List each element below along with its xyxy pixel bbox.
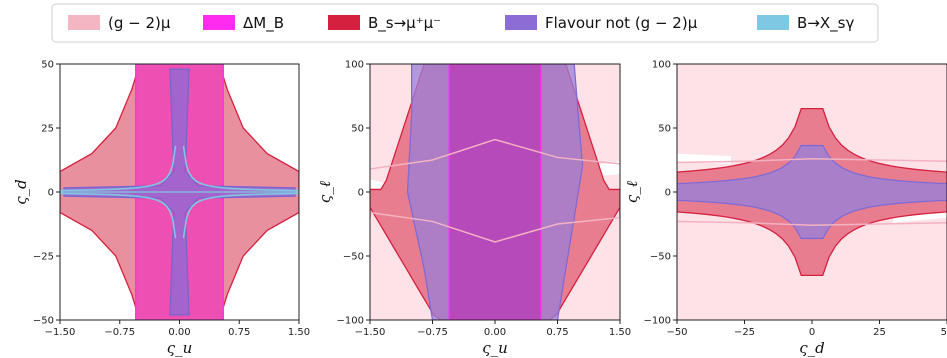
y-tick-label: 0 bbox=[48, 188, 54, 199]
y-tick-label: −50 bbox=[33, 316, 54, 327]
legend-dmb-swatch bbox=[203, 15, 235, 30]
x-tick-label: −0.75 bbox=[417, 327, 448, 338]
flavour-region bbox=[677, 144, 947, 240]
y-tick-label: −25 bbox=[33, 252, 54, 263]
bxs-curve bbox=[182, 145, 299, 192]
legend-bxs-swatch bbox=[757, 15, 789, 30]
y-tick-label: 100 bbox=[345, 60, 364, 71]
y-axis-label: ς_d bbox=[12, 179, 30, 205]
legend-g2-swatch bbox=[68, 15, 100, 30]
x-axis-label: ς_u bbox=[482, 339, 508, 357]
x-tick-label: −25 bbox=[734, 327, 755, 338]
dmb-band bbox=[448, 64, 542, 320]
y-tick-label: −50 bbox=[343, 252, 364, 263]
x-axis-label: ς_u bbox=[167, 339, 193, 357]
bxs-curve bbox=[60, 145, 177, 192]
legend-dmb-label: ΔM_B bbox=[243, 14, 284, 33]
legend-bs-label: B_s→μ⁺μ⁻ bbox=[368, 14, 441, 33]
y-tick-label: 25 bbox=[41, 124, 54, 135]
x-tick-label: 0 bbox=[809, 327, 815, 338]
y-tick-label: −100 bbox=[337, 316, 364, 327]
legend: (g − 2)μ ΔM_B B_s→μ⁺μ⁻ Flavour not (g − 2)μ… bbox=[51, 3, 879, 43]
y-axis-label: ς_ℓ bbox=[316, 181, 334, 203]
bxs-curve bbox=[60, 192, 177, 239]
x-tick-label: −1.50 bbox=[355, 327, 386, 338]
x-tick-label: 1.50 bbox=[609, 327, 631, 338]
y-tick-label: −100 bbox=[644, 316, 671, 327]
legend-bxs-label: B→X_sγ bbox=[797, 14, 854, 33]
x-tick-label: 0.00 bbox=[484, 327, 506, 338]
legend-flav-swatch bbox=[505, 15, 537, 30]
x-tick-label: 0.75 bbox=[228, 327, 250, 338]
y-tick-label: 50 bbox=[351, 124, 364, 135]
x-tick-label: −0.75 bbox=[104, 327, 135, 338]
g2-curve bbox=[370, 138, 620, 170]
y-axis-label: ς_ℓ bbox=[623, 181, 641, 203]
legend-g2-label: (g − 2)μ bbox=[108, 14, 171, 32]
y-tick-label: 50 bbox=[41, 60, 54, 71]
x-axis-label: ς_d bbox=[799, 339, 825, 357]
y-tick-label: 0 bbox=[665, 188, 671, 199]
legend-frame bbox=[51, 3, 879, 43]
x-tick-label: 50 bbox=[941, 327, 947, 338]
g2-curve bbox=[677, 157, 947, 164]
x-tick-label: 1.50 bbox=[288, 327, 310, 338]
x-tick-label: 0.00 bbox=[168, 327, 190, 338]
legend-flav-label: Flavour not (g − 2)μ bbox=[545, 14, 698, 32]
y-tick-label: 50 bbox=[658, 124, 671, 135]
x-tick-label: 25 bbox=[873, 327, 886, 338]
legend-bs-swatch bbox=[328, 15, 360, 30]
y-tick-label: −50 bbox=[650, 252, 671, 263]
panel-zu-zd: −1.50 −0.75 0.00 0.75 1.50 −50 −25 0 25 50 ς_u ς_d bbox=[12, 60, 310, 358]
g2-curve bbox=[677, 220, 947, 227]
panel-zu-zl: −1.50 −0.75 0.00 0.75 1.50 −100 −50 0 50 100 ς_u ς_… bbox=[316, 60, 631, 358]
y-tick-label: 100 bbox=[652, 60, 671, 71]
x-tick-label: −1.50 bbox=[45, 327, 76, 338]
y-tick-label: 0 bbox=[358, 188, 364, 199]
x-tick-label: 0.75 bbox=[546, 327, 568, 338]
g2-curve bbox=[370, 211, 620, 243]
x-tick-label: −50 bbox=[666, 327, 687, 338]
bxs-curve bbox=[182, 192, 299, 239]
